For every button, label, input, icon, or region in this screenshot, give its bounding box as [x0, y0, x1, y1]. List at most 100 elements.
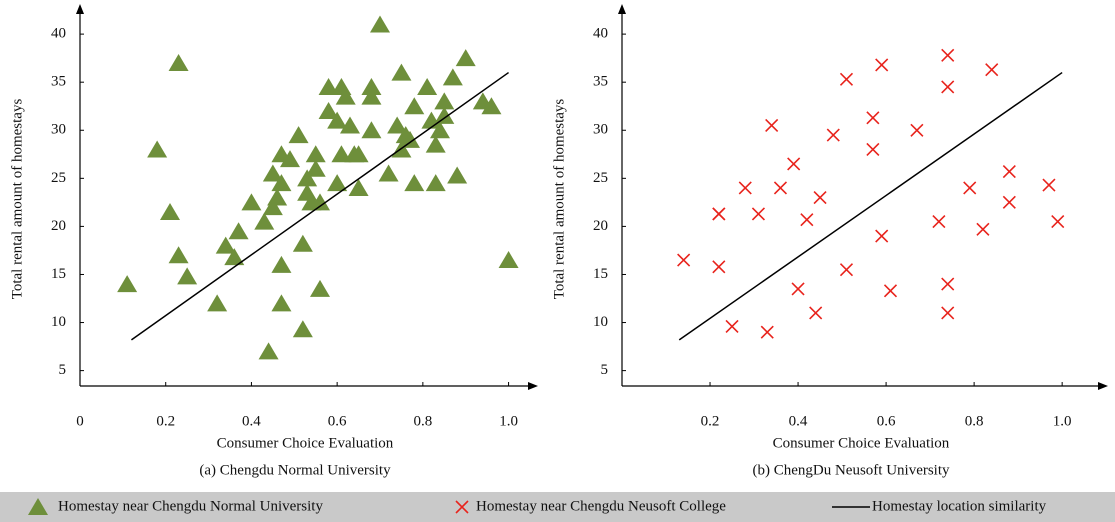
triangle-point — [361, 121, 382, 139]
x-tick-label: 0.2 — [156, 413, 175, 429]
triangle-point — [292, 234, 313, 252]
cross-point — [800, 213, 814, 227]
cross-point — [866, 142, 880, 157]
triangle-point — [241, 193, 262, 211]
triangle-point — [147, 140, 168, 158]
triangle-point — [215, 236, 236, 254]
cross-point — [941, 306, 955, 320]
triangle-point — [254, 212, 275, 230]
triangle-point — [361, 87, 382, 105]
y-tick-label: 20 — [51, 218, 66, 234]
x-tick-label: 0.8 — [965, 413, 984, 429]
y-tick-label: 25 — [51, 170, 66, 186]
triangle-point — [498, 251, 519, 269]
triangle-point — [434, 92, 455, 110]
triangle-point — [262, 198, 283, 216]
y-tick-label: 10 — [593, 314, 608, 330]
triangle-point — [267, 188, 288, 206]
triangle-point — [425, 135, 446, 153]
cross-point — [941, 48, 955, 62]
y-tick-label: 15 — [51, 266, 66, 282]
cross-point — [765, 118, 779, 133]
triangle-point — [391, 63, 412, 81]
triangle-point — [305, 159, 326, 177]
y-tick-label: 30 — [51, 122, 66, 138]
x-tick-label: 1.0 — [1053, 413, 1072, 429]
cross-point — [839, 263, 854, 277]
triangle-point — [228, 222, 249, 240]
triangle-point — [404, 174, 425, 192]
legend-band — [0, 492, 1115, 522]
subtitle: (a) Chengdu Normal University — [199, 462, 391, 478]
triangle-point — [455, 49, 476, 67]
x-tick-label: 0.2 — [701, 413, 720, 429]
cross-point — [791, 282, 805, 296]
cross-point — [1042, 178, 1056, 192]
cross-point — [932, 215, 946, 229]
cross-point — [725, 319, 739, 333]
triangle-point — [331, 145, 352, 163]
triangle-point — [258, 342, 279, 360]
triangle-point — [207, 294, 228, 312]
y-tick-label: 25 — [593, 170, 608, 186]
cross-point — [875, 58, 889, 72]
legend-label: Homestay location similarity — [872, 498, 1047, 514]
triangle-point — [224, 248, 245, 266]
triangle-point — [292, 320, 313, 338]
cross-point — [813, 190, 827, 205]
cross-point — [677, 253, 691, 267]
cross-point — [738, 181, 752, 195]
cross-point — [751, 207, 766, 221]
triangle-point — [305, 145, 326, 163]
x-tick-label: 0.4 — [789, 413, 808, 429]
x-tick-label: 0.6 — [877, 413, 896, 429]
triangle-point — [117, 275, 138, 293]
triangle-point — [404, 97, 425, 115]
x-axis-arrow — [528, 382, 538, 390]
triangle-point — [327, 174, 348, 192]
y-axis-arrow — [618, 4, 626, 14]
y-tick-label: 10 — [51, 314, 66, 330]
y-axis-title: Total rental amount of homestays — [551, 99, 567, 300]
cross-point — [1002, 165, 1016, 179]
legend-label: Homestay near Chengdu Normal University — [58, 498, 323, 514]
cross-point — [809, 306, 823, 320]
y-axis-arrow — [76, 4, 84, 14]
cross-point — [985, 63, 999, 77]
triangle-point — [481, 97, 502, 115]
triangle-point — [447, 166, 468, 184]
cross-point — [883, 284, 898, 298]
cross-point — [976, 222, 990, 236]
triangle-point — [168, 246, 189, 264]
y-tick-label: 35 — [51, 74, 66, 90]
y-tick-label: 20 — [593, 218, 608, 234]
x-tick-label: 0.8 — [413, 413, 432, 429]
triangle-point — [271, 174, 292, 192]
subtitle: (b) ChengDu Neusoft University — [752, 462, 950, 478]
triangle-point — [271, 255, 292, 273]
triangle-point — [160, 202, 180, 220]
cross-point — [839, 72, 854, 86]
x-tick-label: 1.0 — [499, 413, 518, 429]
legend: Homestay near Chengdu Normal University H… — [28, 498, 1047, 515]
cross-point — [1051, 215, 1065, 229]
triangle-point — [425, 174, 446, 192]
triangle-point — [430, 121, 450, 139]
cross-point — [941, 80, 955, 94]
cross-point — [910, 123, 924, 137]
triangle-point — [288, 126, 309, 144]
y-tick-label: 15 — [593, 266, 608, 282]
triangle-point — [417, 77, 438, 95]
triangle-point — [348, 178, 369, 196]
triangle-point — [327, 111, 348, 129]
x-tick-label: 0 — [76, 413, 84, 429]
triangle-point — [318, 102, 339, 120]
triangle-point — [280, 150, 300, 168]
triangle-point — [335, 87, 356, 105]
triangle-point — [340, 116, 360, 134]
triangle-point — [262, 164, 283, 182]
triangle-point — [400, 130, 420, 148]
triangle-point — [310, 279, 330, 297]
triangle-point — [310, 193, 330, 211]
